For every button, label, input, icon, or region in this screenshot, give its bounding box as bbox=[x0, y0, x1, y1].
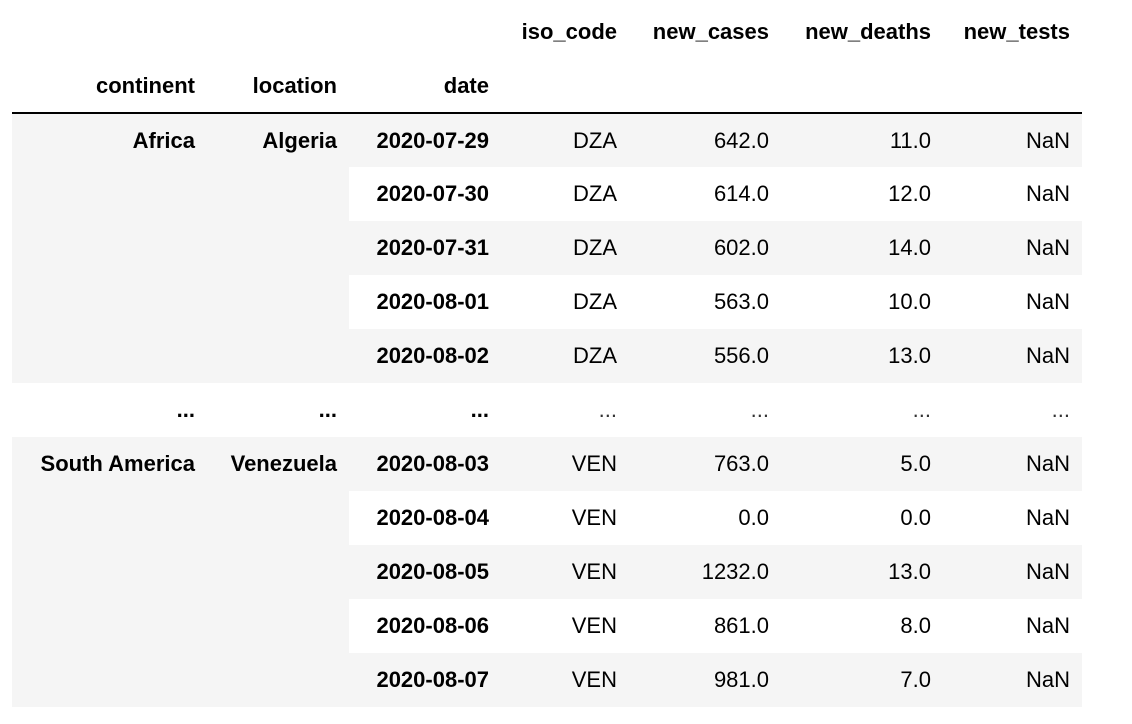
ellipsis-index-cell: ... bbox=[349, 383, 501, 437]
row-index-date: 2020-07-30 bbox=[376, 181, 489, 206]
row-index-date: 2020-07-31 bbox=[349, 221, 501, 275]
ellipsis-value-cell: ... bbox=[943, 383, 1082, 437]
cell-new-tests: NaN bbox=[943, 221, 1082, 275]
table-row: 2020-08-07 VEN 981.0 7.0 NaN bbox=[12, 653, 1082, 707]
cell-new-tests: NaN bbox=[943, 329, 1082, 383]
cell-new-deaths: 8.0 bbox=[900, 613, 931, 638]
table-row: 2020-08-05 VEN 1232.0 13.0 NaN bbox=[12, 545, 1082, 599]
cell-new-tests: NaN bbox=[943, 113, 1082, 167]
cell-iso-code: DZA bbox=[573, 181, 617, 206]
row-index-date: 2020-08-05 bbox=[349, 545, 501, 599]
ellipsis-value-cell: ... bbox=[781, 383, 943, 437]
cell-new-deaths: 11.0 bbox=[781, 113, 943, 167]
dataframe-table: iso_code new_cases new_deaths new_tests … bbox=[12, 5, 1082, 707]
cell-new-deaths: 0.0 bbox=[900, 505, 931, 530]
row-index-date: 2020-08-02 bbox=[349, 329, 501, 383]
cell-iso-code: DZA bbox=[501, 113, 629, 167]
cell-iso-code: VEN bbox=[501, 653, 629, 707]
row-index-location: Algeria bbox=[207, 113, 349, 383]
column-header-new-cases: new_cases bbox=[652, 19, 769, 44]
cell-new-cases: 563.0 bbox=[713, 289, 769, 314]
cell-iso-code: VEN bbox=[501, 545, 629, 599]
cell-new-tests: NaN bbox=[1025, 613, 1070, 638]
cell-new-cases: 556.0 bbox=[629, 329, 781, 383]
table-header: iso_code new_cases new_deaths new_tests … bbox=[12, 5, 1082, 114]
index-name-location: location bbox=[207, 59, 349, 114]
ellipsis-row: ..................... bbox=[12, 383, 1082, 437]
cell-new-deaths: 10.0 bbox=[888, 289, 931, 314]
cell-new-cases: 0.0 bbox=[738, 505, 769, 530]
table-row: Africa Algeria 2020-07-29 DZA 642.0 11.0 NaN bbox=[12, 113, 1082, 383]
cell-new-cases: 602.0 bbox=[629, 221, 781, 275]
cell-iso-code: VEN bbox=[571, 613, 617, 638]
table-row: 2020-07-30 DZA 614.0 12.0 NaN bbox=[12, 167, 1082, 221]
cell-new-cases: 981.0 bbox=[629, 653, 781, 707]
table-body: Africa Algeria 2020-07-29 DZA 642.0 11.0 NaN 20… bbox=[12, 113, 1082, 707]
row-index-date: 2020-08-04 bbox=[376, 505, 489, 530]
table-row: 2020-07-31 DZA 602.0 14.0 NaN bbox=[12, 221, 1082, 275]
row-index-date: 2020-08-06 bbox=[376, 613, 489, 638]
ellipsis-value-cell: ... bbox=[629, 383, 781, 437]
cell-new-tests: NaN bbox=[943, 653, 1082, 707]
row-index-date: 2020-08-07 bbox=[349, 653, 501, 707]
index-name-date: date bbox=[349, 59, 501, 114]
cell-new-cases: 1232.0 bbox=[629, 545, 781, 599]
row-index-continent: Africa bbox=[12, 113, 207, 383]
table-row: 2020-08-04 VEN 0.0 0.0 NaN bbox=[12, 491, 1082, 545]
cell-new-tests: NaN bbox=[943, 437, 1082, 491]
column-header-new-tests: new_tests bbox=[963, 19, 1070, 44]
cell-new-cases: 861.0 bbox=[713, 613, 769, 638]
row-index-date: 2020-08-01 bbox=[376, 289, 489, 314]
table-row: 2020-08-02 DZA 556.0 13.0 NaN bbox=[12, 329, 1082, 383]
index-name-row: continent location date bbox=[12, 59, 1082, 114]
ellipsis-index-cell: ... bbox=[12, 383, 207, 437]
cell-new-tests: NaN bbox=[943, 545, 1082, 599]
cell-iso-code: DZA bbox=[573, 289, 617, 314]
cell-new-cases: 763.0 bbox=[629, 437, 781, 491]
cell-iso-code: VEN bbox=[501, 437, 629, 491]
cell-new-deaths: 5.0 bbox=[781, 437, 943, 491]
column-header-row: iso_code new_cases new_deaths new_tests bbox=[12, 5, 1082, 59]
cell-new-cases: 614.0 bbox=[713, 181, 769, 206]
cell-new-tests: NaN bbox=[1025, 505, 1070, 530]
table-row: South America Venezuela 2020-08-03 VEN 763.0… bbox=[12, 437, 1082, 707]
cell-new-tests: NaN bbox=[1025, 181, 1070, 206]
table-row: 2020-08-06 VEN 861.0 8.0 NaN bbox=[12, 599, 1082, 653]
column-header-new-deaths: new_deaths bbox=[805, 19, 931, 44]
row-index-location: Venezuela bbox=[207, 437, 349, 707]
cell-iso-code: DZA bbox=[501, 329, 629, 383]
cell-new-deaths: 12.0 bbox=[888, 181, 931, 206]
cell-new-deaths: 14.0 bbox=[781, 221, 943, 275]
cell-new-deaths: 13.0 bbox=[781, 329, 943, 383]
cell-new-deaths: 13.0 bbox=[781, 545, 943, 599]
cell-new-deaths: 7.0 bbox=[781, 653, 943, 707]
cell-new-tests: NaN bbox=[1025, 289, 1070, 314]
column-header-iso-code: iso_code bbox=[521, 19, 617, 44]
index-name-continent: continent bbox=[12, 59, 207, 114]
cell-iso-code: DZA bbox=[501, 221, 629, 275]
row-index-date: 2020-08-03 bbox=[349, 437, 501, 491]
ellipsis-value-cell: ... bbox=[501, 383, 629, 437]
row-index-continent: South America bbox=[12, 437, 207, 707]
cell-new-cases: 642.0 bbox=[629, 113, 781, 167]
row-index-date: 2020-07-29 bbox=[349, 113, 501, 167]
ellipsis-index-cell: ... bbox=[207, 383, 349, 437]
cell-iso-code: VEN bbox=[571, 505, 617, 530]
table-row: 2020-08-01 DZA 563.0 10.0 NaN bbox=[12, 275, 1082, 329]
